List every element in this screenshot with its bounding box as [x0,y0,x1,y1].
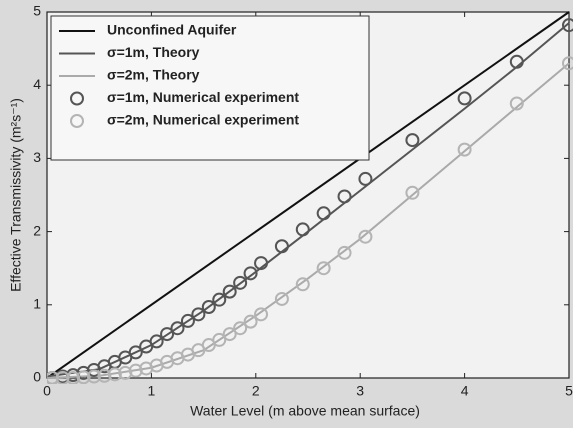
line [47,11,570,379]
point [76,370,91,384]
point [149,334,164,349]
legend-label: σ=2m, Numerical experiment [107,112,299,128]
point [128,345,143,360]
point [47,371,60,384]
point [295,222,310,237]
x-tick-label: 1 [148,383,156,399]
point [180,313,195,328]
point [358,229,373,244]
point [128,363,143,378]
point [316,261,331,276]
point [201,299,216,314]
point [254,256,269,271]
point [295,277,310,292]
point [405,185,420,200]
point [358,171,373,186]
y-tick-label: 3 [33,149,41,165]
point [316,206,331,221]
y-tick-label: 1 [33,296,41,312]
x-tick-label: 4 [461,383,469,399]
point [233,275,248,290]
point [191,307,206,322]
x-tick-label: 2 [252,383,260,399]
point [222,327,237,342]
y-axis-label: Effective Transmissivity (m²s⁻¹) [8,98,24,292]
legend-box [50,15,370,161]
legend-label: σ=1m, Theory [107,44,200,60]
x-tick-label: 5 [565,383,573,399]
point [254,307,269,322]
point [243,266,258,281]
point [562,56,573,71]
point [55,371,70,384]
point [170,321,185,336]
point [243,314,258,329]
point [337,189,352,204]
point [562,18,573,33]
legend-swatch [70,114,84,128]
point [118,365,133,380]
point [457,91,472,106]
point [457,142,472,157]
y-tick-label: 4 [33,76,41,92]
x-tick-label: 3 [356,383,364,399]
legend-label: Unconfined Aquifer [107,22,237,38]
x-axis-label: Water Level (m above mean surface) [190,403,420,419]
point [97,368,112,383]
legend: Unconfined Aquifer σ=1m, Theory σ=2m, Theo… [50,15,370,161]
y-tick-label: 2 [33,222,41,238]
point [107,367,122,382]
point [160,327,175,342]
point [337,245,352,260]
point [212,332,227,347]
point [222,284,237,299]
point [233,321,248,336]
series-layer [47,11,573,384]
point [509,96,524,111]
point [274,291,289,306]
x-tick-label: 0 [43,383,51,399]
y-tick-label: 5 [33,3,41,19]
legend-label: σ=2m, Theory [107,67,200,83]
point [274,239,289,254]
point [66,371,81,384]
legend-swatch [70,91,84,106]
point [86,369,101,384]
point [212,292,227,307]
y-tick-label: 0 [33,369,41,385]
line [47,62,570,379]
point [509,54,524,69]
legend-label: σ=1m, Numerical experiment [107,89,299,105]
point [405,133,420,148]
